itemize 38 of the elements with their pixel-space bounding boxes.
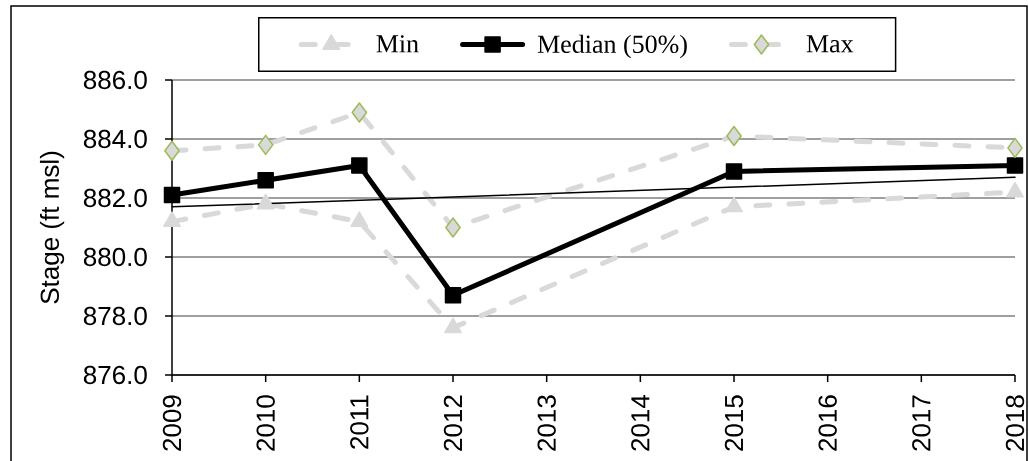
y-tick-label: 880.0 — [83, 247, 147, 267]
point — [257, 134, 274, 156]
legend-label: Median (50%) — [537, 34, 687, 59]
x-tick-label: 2009 — [162, 395, 182, 451]
x-tick-label: 2017 — [912, 395, 931, 451]
y-tick-label: 882.0 — [83, 188, 147, 208]
point — [351, 102, 368, 123]
y-axis-title: Stage (ft msl) — [39, 151, 65, 304]
point — [444, 317, 462, 334]
x-tick-label: 2012 — [443, 395, 463, 451]
point — [257, 172, 274, 189]
point — [726, 125, 742, 147]
legend-label: Max — [806, 35, 854, 53]
legend-label: Min — [376, 35, 419, 53]
y-tick-label: 876.0 — [83, 365, 147, 385]
x-tick-label: 2018 — [1005, 395, 1025, 451]
x-tick-label: 2014 — [631, 394, 650, 451]
point — [725, 196, 743, 213]
point — [1006, 181, 1024, 198]
point — [350, 211, 369, 228]
point — [163, 186, 181, 204]
x-tick-label: 2015 — [724, 395, 744, 451]
point — [164, 140, 180, 162]
point — [351, 157, 368, 174]
x-tick-label: 2013 — [537, 395, 556, 451]
y-tick-label: 878.0 — [83, 306, 147, 326]
x-tick-label: 2010 — [256, 395, 275, 451]
x-tick-label: 2016 — [818, 395, 837, 451]
y-tick-label: 884.0 — [83, 129, 147, 149]
point — [444, 287, 462, 304]
x-tick-label: 2011 — [350, 395, 369, 449]
point — [445, 217, 461, 238]
y-tick-label: 886.0 — [83, 70, 147, 90]
point — [163, 211, 181, 228]
point — [1006, 157, 1024, 174]
point — [725, 163, 743, 180]
point — [1007, 137, 1023, 159]
point — [256, 193, 275, 210]
